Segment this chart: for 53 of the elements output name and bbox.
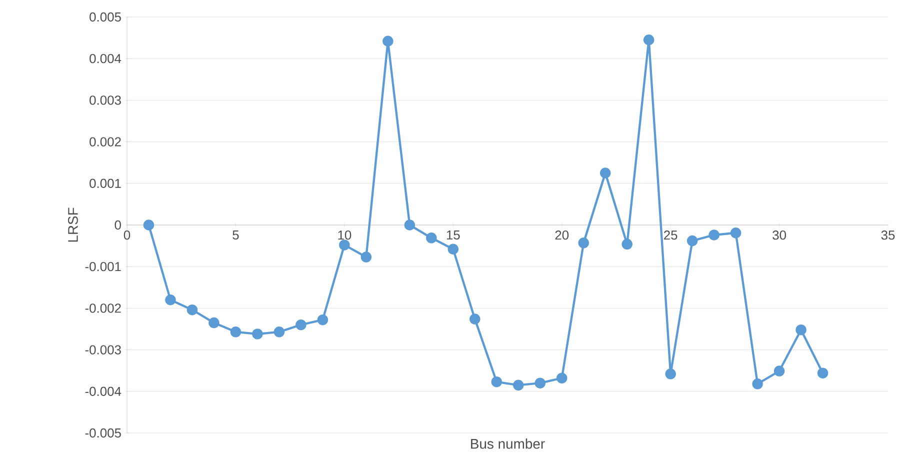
point xyxy=(360,252,372,262)
point xyxy=(296,319,306,330)
point xyxy=(774,366,785,376)
point xyxy=(274,326,285,338)
point xyxy=(752,378,763,390)
y-tick-label: -0.001 xyxy=(85,262,121,272)
point xyxy=(491,376,502,388)
point xyxy=(426,232,437,244)
point xyxy=(622,238,632,250)
y-tick-label: 0.004 xyxy=(90,54,122,64)
point xyxy=(556,372,568,384)
point xyxy=(686,235,698,246)
x-tick-label: 30 xyxy=(772,230,786,240)
point xyxy=(708,230,720,240)
point xyxy=(665,368,676,380)
x-tick-label: 0 xyxy=(124,230,130,240)
point xyxy=(730,228,742,238)
point xyxy=(208,317,220,328)
point xyxy=(796,324,806,336)
x-tick-label: 10 xyxy=(338,230,352,240)
y-tick-label: -0.002 xyxy=(85,304,121,313)
x-axis-title: Bus number xyxy=(471,438,545,449)
point xyxy=(317,314,328,326)
point xyxy=(578,238,589,248)
point xyxy=(643,34,654,46)
y-tick-label: -0.003 xyxy=(85,345,121,354)
point xyxy=(600,168,611,178)
point xyxy=(817,368,828,378)
point xyxy=(230,326,242,338)
point xyxy=(339,240,350,250)
y-tick-label: 0 xyxy=(114,220,121,230)
point xyxy=(382,36,394,47)
y-tick-label: 0.003 xyxy=(90,96,121,105)
x-tick-label: 20 xyxy=(555,230,569,240)
point xyxy=(252,328,263,340)
point xyxy=(512,380,524,391)
x-tick-label: 5 xyxy=(232,230,239,240)
point xyxy=(165,294,176,306)
y-tick-label: 0.001 xyxy=(90,178,121,188)
y-tick-label: 0.002 xyxy=(90,137,121,146)
point xyxy=(470,314,480,324)
point xyxy=(186,304,198,316)
point xyxy=(534,378,546,388)
y-tick-label: -0.004 xyxy=(85,386,122,396)
y-tick-label: -0.005 xyxy=(85,428,121,438)
point xyxy=(448,244,459,255)
point xyxy=(404,220,416,230)
y-tick-label: 0.005 xyxy=(90,12,121,22)
x-tick-label: 15 xyxy=(446,230,460,240)
y-axis-title: LRSF xyxy=(68,208,78,242)
x-tick-label: 25 xyxy=(664,230,678,240)
point xyxy=(143,220,154,230)
x-tick-label: 35 xyxy=(881,230,895,240)
